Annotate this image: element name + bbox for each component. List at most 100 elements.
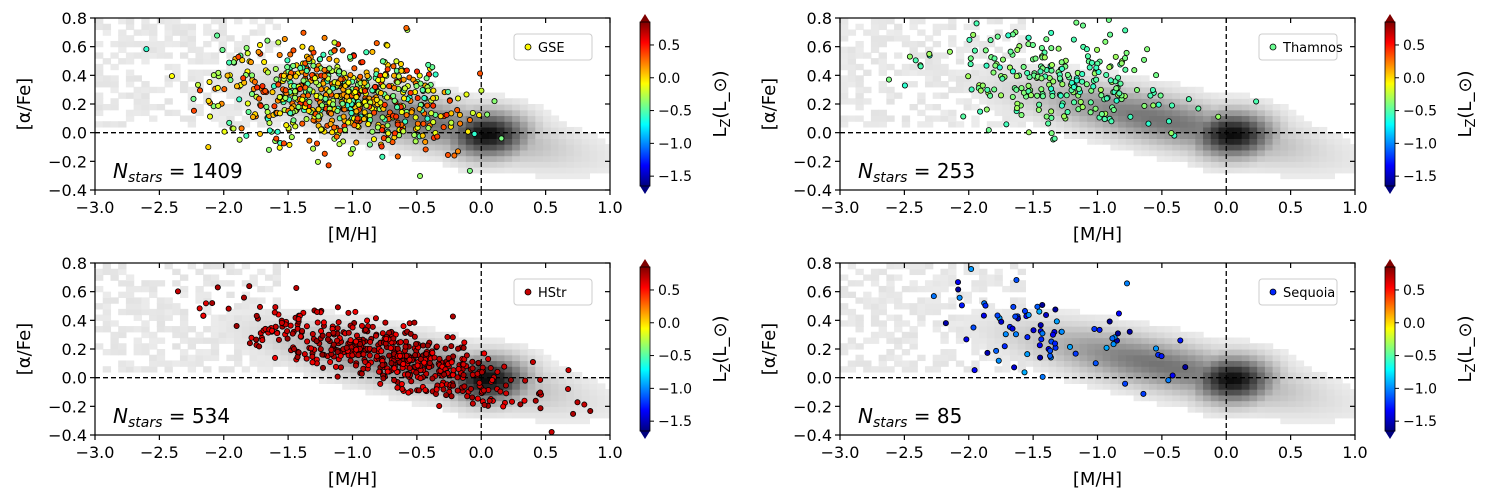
density-cell [1118, 86, 1127, 94]
density-cell [1094, 383, 1104, 390]
x-tick-label: −3.0 [821, 443, 860, 462]
density-cell [1288, 138, 1297, 145]
density-cell [226, 52, 235, 59]
data-point [1058, 102, 1065, 109]
density-cell [558, 161, 567, 168]
data-point [406, 365, 413, 372]
density-cell [1303, 138, 1312, 145]
density-cell [979, 285, 988, 293]
density-cell [924, 69, 934, 76]
density-cell [847, 343, 857, 350]
density-cell [203, 354, 212, 362]
density-cell [566, 144, 575, 151]
density-cell [909, 366, 918, 373]
density-cell [940, 23, 949, 31]
density-cell [1295, 394, 1305, 402]
density-cell [218, 40, 227, 48]
density-cell [203, 23, 212, 31]
density-cell [118, 366, 127, 373]
density-cell [450, 126, 459, 134]
density-cell [994, 86, 1003, 94]
density-cell [141, 326, 150, 333]
data-point [284, 328, 291, 335]
data-point [996, 64, 1003, 71]
data-point [325, 0, 330, 5]
density-cell [543, 144, 552, 151]
density-cell [226, 268, 235, 276]
density-cell [465, 360, 475, 367]
density-cell [1133, 320, 1142, 327]
density-cell [1094, 98, 1104, 105]
density-cell [504, 366, 513, 373]
density-cell [141, 81, 150, 88]
density-cell [203, 308, 212, 316]
density-cell [519, 115, 529, 122]
density-cell [1164, 155, 1173, 162]
density-cell [512, 115, 521, 122]
data-point [1126, 328, 1133, 335]
density-cell [1179, 360, 1189, 367]
density-cell [125, 326, 135, 333]
density-cell [1257, 149, 1266, 157]
density-cell [1264, 343, 1274, 350]
density-cell [481, 144, 490, 151]
density-cell [1318, 383, 1328, 390]
density-cell [172, 268, 181, 276]
density-cell [840, 349, 849, 356]
data-point [371, 347, 378, 354]
density-cell [1141, 366, 1150, 373]
density-cell [1040, 326, 1050, 333]
data-point [1037, 68, 1044, 75]
density-cell [118, 92, 127, 99]
density-cell [125, 40, 135, 48]
density-cell [434, 144, 444, 151]
density-cell [149, 280, 158, 287]
data-point [1043, 312, 1050, 319]
density-cell [863, 297, 872, 304]
density-cell [986, 343, 996, 350]
density-cell [870, 280, 880, 287]
density-cell [1087, 331, 1096, 339]
data-point [290, 117, 297, 124]
density-cell [971, 349, 980, 356]
density-cell [955, 58, 965, 65]
x-tick-label: −2.0 [204, 198, 243, 217]
density-cell [1334, 167, 1343, 174]
density-cell [1133, 109, 1142, 117]
density-cell [1094, 320, 1104, 327]
density-cell [855, 320, 864, 327]
scatter-series-Thamnos [885, 18, 1260, 143]
density-cell [1218, 343, 1227, 350]
density-cell [110, 104, 119, 111]
density-cell [1210, 406, 1220, 413]
density-cell [535, 132, 544, 139]
density-cell [1141, 320, 1150, 327]
data-point [330, 101, 337, 108]
density-cell [855, 104, 864, 111]
density-cell [411, 394, 421, 402]
density-cell [886, 366, 895, 373]
density-cell [971, 343, 980, 350]
density-cell [886, 92, 895, 99]
x-tick-label: 1.0 [1342, 443, 1367, 462]
density-cell [1017, 18, 1026, 25]
data-point [403, 338, 410, 345]
density-cell [979, 331, 988, 339]
density-cell [102, 23, 112, 31]
density-cell [870, 46, 880, 53]
y-tick-label: 0.0 [807, 369, 832, 388]
data-point [209, 300, 216, 307]
density-cell [1203, 377, 1212, 384]
density-cell [473, 389, 482, 396]
density-cell [1295, 167, 1305, 174]
density-cell [1241, 98, 1251, 105]
density-cell [1349, 149, 1355, 157]
density-cell [1025, 343, 1034, 350]
density-cell [589, 149, 598, 157]
density-cell [1203, 92, 1212, 99]
data-point [196, 87, 203, 94]
data-point [331, 124, 338, 131]
density-cell [847, 52, 857, 59]
density-cell [280, 326, 289, 333]
density-cell [1025, 115, 1034, 122]
